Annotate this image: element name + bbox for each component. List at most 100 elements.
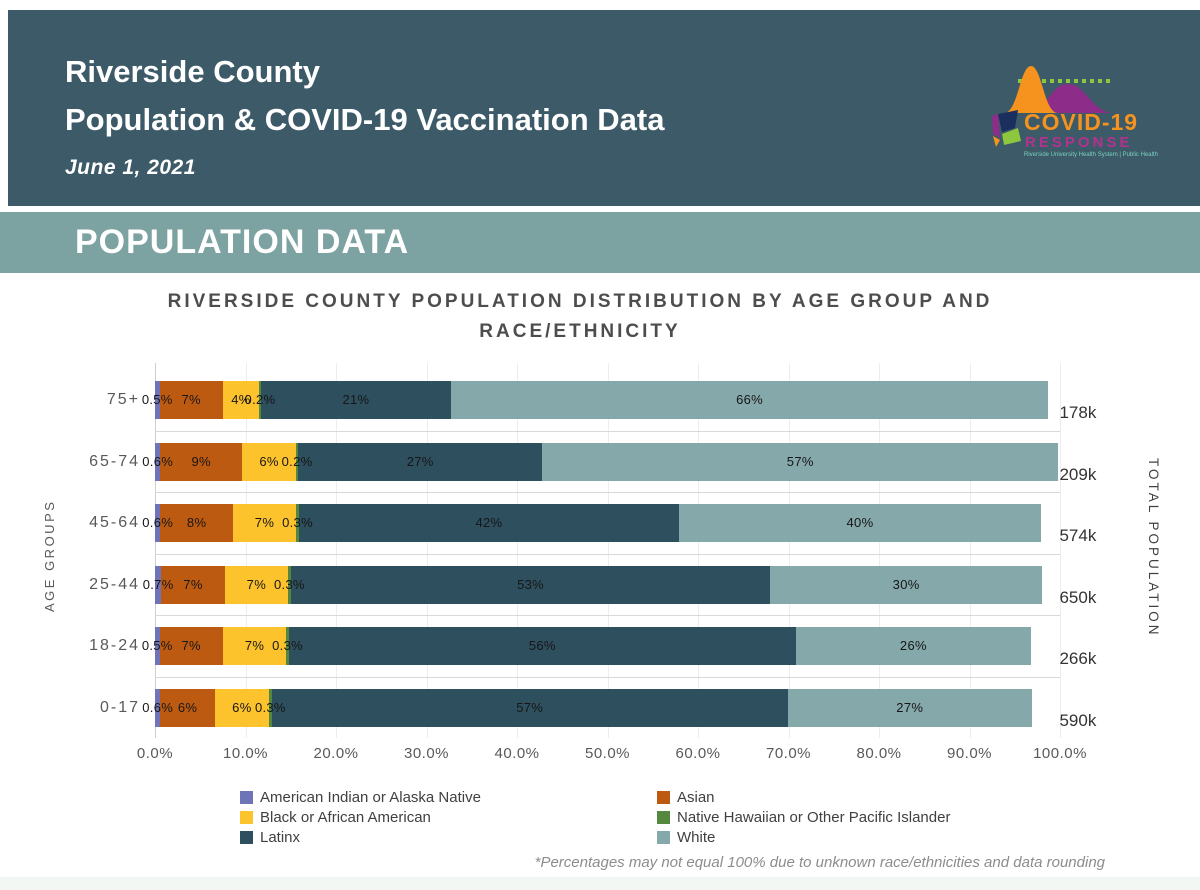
chart-title-line2: RACE/ETHNICITY <box>479 321 681 342</box>
legend-swatch <box>657 830 670 844</box>
segment-label: 40% <box>846 515 874 530</box>
logo-orange-curve <box>1004 66 1058 113</box>
total-population-label: 650k <box>1059 587 1097 607</box>
legend-swatch <box>240 810 253 824</box>
segment-asian <box>159 381 223 419</box>
segment-label: 30% <box>892 576 920 592</box>
gridline <box>788 363 790 738</box>
legend-label: American Indian or Alaska Native <box>260 788 481 806</box>
segment-white <box>542 442 1059 481</box>
report-header-text: Riverside County Population & COVID-19 V… <box>65 48 664 180</box>
segment-label: 27% <box>406 453 434 469</box>
gridline <box>607 363 609 738</box>
segment-american-indian-or-alaska-native <box>155 688 161 727</box>
section-banner-label: POPULATION DATA <box>75 223 410 261</box>
legend-swatch <box>657 790 670 804</box>
gridline <box>426 363 428 738</box>
logo-response-text: RESPONSE <box>1025 134 1132 151</box>
segment-american-indian-or-alaska-native <box>155 627 160 665</box>
stacked-bar <box>155 381 1060 419</box>
report-title-line2: Population & COVID-19 Vaccination Data <box>65 102 665 137</box>
gridline <box>245 363 247 738</box>
segment-american-indian-or-alaska-native <box>155 381 160 419</box>
chart-footnote: *Percentages may not equal 100% due to u… <box>534 854 1105 871</box>
bar-row: 0.6% 8% 7% 0.3% 42% 40% 574k <box>142 492 1096 554</box>
legend-label: White <box>677 828 716 846</box>
bar-row: 0.6% 6% 6% 0.3% 57% 27% 590k <box>142 677 1096 739</box>
x-axis-tick: 80.0% <box>856 745 902 762</box>
segment-asian <box>160 688 215 727</box>
x-axis-tick: 30.0% <box>403 745 450 762</box>
segment-black-or-african-american <box>232 504 297 542</box>
total-population-label: 178k <box>1059 403 1097 422</box>
legend-label: Latinx <box>260 828 301 846</box>
total-population-label: 590k <box>1059 710 1097 730</box>
row-separator <box>155 676 1060 678</box>
segment-black-or-african-american <box>224 565 289 604</box>
segment-white <box>678 504 1041 542</box>
age-group-label: 65-74 <box>89 452 140 470</box>
legend-label: Native Hawaiian or Other Pacific Islande… <box>677 808 951 826</box>
segment-label: 0.7% <box>142 576 174 592</box>
segment-label: 0.3% <box>272 638 303 653</box>
segment-native-hawaiian-or-other-pacific-islander <box>296 442 298 481</box>
gridline <box>879 363 880 738</box>
segment-black-or-african-american <box>222 381 260 419</box>
legend-item-asian: Asian <box>657 787 950 807</box>
age-group-label: 75+ <box>106 391 140 408</box>
segment-label: 0.6% <box>142 699 174 715</box>
x-axis-tick: 70.0% <box>765 745 812 762</box>
segment-label: 0.6% <box>142 515 174 530</box>
segment-label: 9% <box>191 453 211 469</box>
x-axis-tick: 60.0% <box>675 745 721 762</box>
segment-black-or-african-american <box>214 688 270 727</box>
bar-row: 0.5% 7% 7% 0.3% 56% 26% 266k <box>142 615 1096 677</box>
gridline <box>1060 363 1061 738</box>
segment-label: 6% <box>259 453 279 469</box>
gridline <box>969 363 971 738</box>
row-separator <box>155 553 1060 555</box>
bottom-strip <box>0 877 1200 890</box>
segment-label: 0.3% <box>273 576 305 592</box>
gridline <box>155 363 156 738</box>
chart-legend: American Indian or Alaska Native Black or… <box>0 787 1200 851</box>
logo-corner-shapes <box>992 110 1021 147</box>
segment-asian <box>160 442 242 481</box>
age-group-label: 18-24 <box>89 637 140 654</box>
total-population-axis-title: TOTAL POPULATION <box>1146 458 1161 638</box>
legend-item-american-indian-or-alaska-native: American Indian or Alaska Native <box>240 787 481 807</box>
bar-row: 0.5% 7% 4% 0.2% 21% 66% 178k <box>142 369 1096 431</box>
segment-label: 0.3% <box>254 699 286 715</box>
segment-white <box>795 627 1031 665</box>
segment-label: 26% <box>899 638 927 653</box>
row-separator <box>155 492 1060 493</box>
segment-white <box>787 688 1032 727</box>
segment-asian <box>160 504 233 542</box>
segment-label: 7% <box>246 576 267 592</box>
segment-latinx <box>288 627 796 665</box>
legend-column: Asian Native Hawaiian or Other Pacific Is… <box>657 787 950 847</box>
stacked-bar-plot: 0.5% 7% 4% 0.2% 21% 66% 178k 0.6% 9% 6% 0.2% 27% 57%… <box>142 363 1096 739</box>
legend-swatch <box>657 810 670 824</box>
bar-row: 0.7% 7% 7% 0.3% 53% 30% 650k <box>143 554 1096 616</box>
x-axis-tick: 100.0% <box>1033 745 1087 762</box>
segment-asian <box>161 565 225 604</box>
segment-label: 0.5% <box>141 638 173 653</box>
segment-label: 56% <box>528 638 556 653</box>
segment-label: 66% <box>736 392 764 407</box>
x-axis-tick: 10.0% <box>222 745 269 762</box>
age-group-label: 45-64 <box>89 514 140 531</box>
segment-label: 0.2% <box>244 392 276 407</box>
segment-label: 6% <box>232 699 252 715</box>
segment-white <box>450 381 1049 419</box>
legend-swatch <box>240 790 253 804</box>
segment-american-indian-or-alaska-native <box>155 565 162 604</box>
legend-label: Asian <box>677 788 715 806</box>
logo-covid19-text: COVID-19 <box>1024 109 1138 135</box>
x-axis: 0.0% 10.0% 20.0% 30.0% 40.0% 50.0% 60.0% 70.0% 8… <box>137 745 1087 767</box>
segment-label: 7% <box>183 576 203 592</box>
segment-label: 7% <box>254 515 275 530</box>
gridline <box>517 363 518 738</box>
segment-label: 0.3% <box>282 515 313 530</box>
